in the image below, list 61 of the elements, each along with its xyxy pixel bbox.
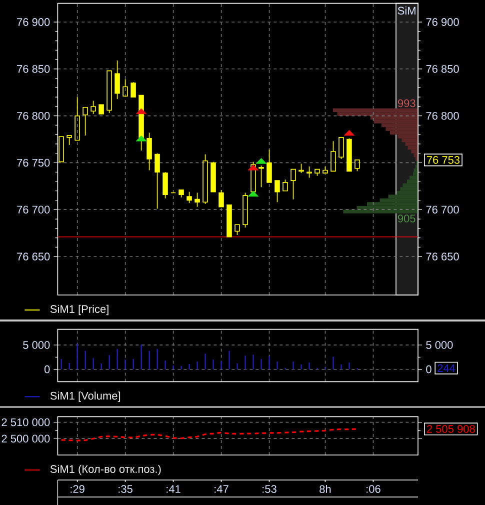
y-tick-label: 76 750 (17, 158, 50, 167)
candlestick (82, 107, 88, 136)
y2-tick-label: 76 800 (426, 112, 459, 120)
y2-tick-label: 76 900 (426, 18, 459, 26)
annotation: 993 (398, 99, 416, 108)
annotation: 905 (398, 214, 416, 222)
candlestick (186, 191, 192, 204)
bar (406, 180, 418, 184)
bar (405, 142, 418, 146)
candlestick (130, 82, 136, 98)
y2-tick-label: 76 650 (426, 252, 459, 260)
candlestick (194, 192, 200, 208)
text: 2 505 908 (426, 425, 475, 433)
bar (343, 210, 418, 214)
bar (412, 172, 418, 176)
bar (400, 187, 418, 191)
y-tick-label: 76 800 (17, 112, 50, 120)
y2-tick-label: 76 700 (426, 206, 459, 214)
x-tick-label: :47 (214, 485, 228, 493)
candlestick (330, 140, 336, 172)
candlestick (162, 172, 168, 199)
candlestick (266, 149, 272, 183)
bar (411, 150, 418, 154)
text: 76 753 (426, 156, 460, 164)
text: 244 (438, 364, 456, 372)
candlestick (274, 180, 280, 203)
legend-label: SiM1 [Price] (50, 304, 108, 316)
x-tick-label: :29 (70, 485, 84, 493)
candlestick (154, 152, 160, 210)
x-tick-label: 8h (320, 484, 331, 494)
x-tick-label: :53 (262, 485, 276, 493)
y-tick-label: 76 650 (17, 252, 50, 260)
legend-label: SiM1 (Кол-во отк.поз.) (50, 464, 161, 476)
x-tick-label: :41 (166, 485, 180, 493)
y2-tick-label: 0 (426, 365, 432, 374)
candlestick (258, 165, 264, 188)
candlestick (218, 190, 224, 208)
y2-tick-label: 5 000 (426, 341, 453, 349)
y-tick-label: 76 900 (17, 18, 50, 26)
candlestick (290, 168, 296, 200)
bar (402, 138, 418, 142)
candlestick (74, 96, 80, 141)
candlestick (114, 60, 120, 100)
legend-label: SiM1 [Volume] (50, 392, 120, 402)
chart-title: SiM (398, 6, 416, 15)
y-tick-label: 76 850 (17, 65, 50, 73)
y-tick-label: 2 510 000 (2, 418, 50, 426)
bar (402, 183, 418, 188)
y2-tick-label: 76 850 (426, 65, 459, 73)
bar (337, 112, 418, 116)
x-tick-label: :06 (366, 485, 380, 493)
bar (333, 108, 418, 112)
bar (390, 130, 418, 135)
candlestick (58, 136, 64, 162)
y-tick-label: 76 700 (17, 206, 50, 214)
candlestick (98, 104, 104, 114)
candlestick (146, 132, 152, 171)
y-tick-label: 0 (44, 365, 50, 374)
x-tick-label: :35 (118, 485, 132, 493)
y-tick-label: 5 000 (23, 341, 50, 349)
y-tick-label: 2 500 000 (2, 434, 50, 443)
